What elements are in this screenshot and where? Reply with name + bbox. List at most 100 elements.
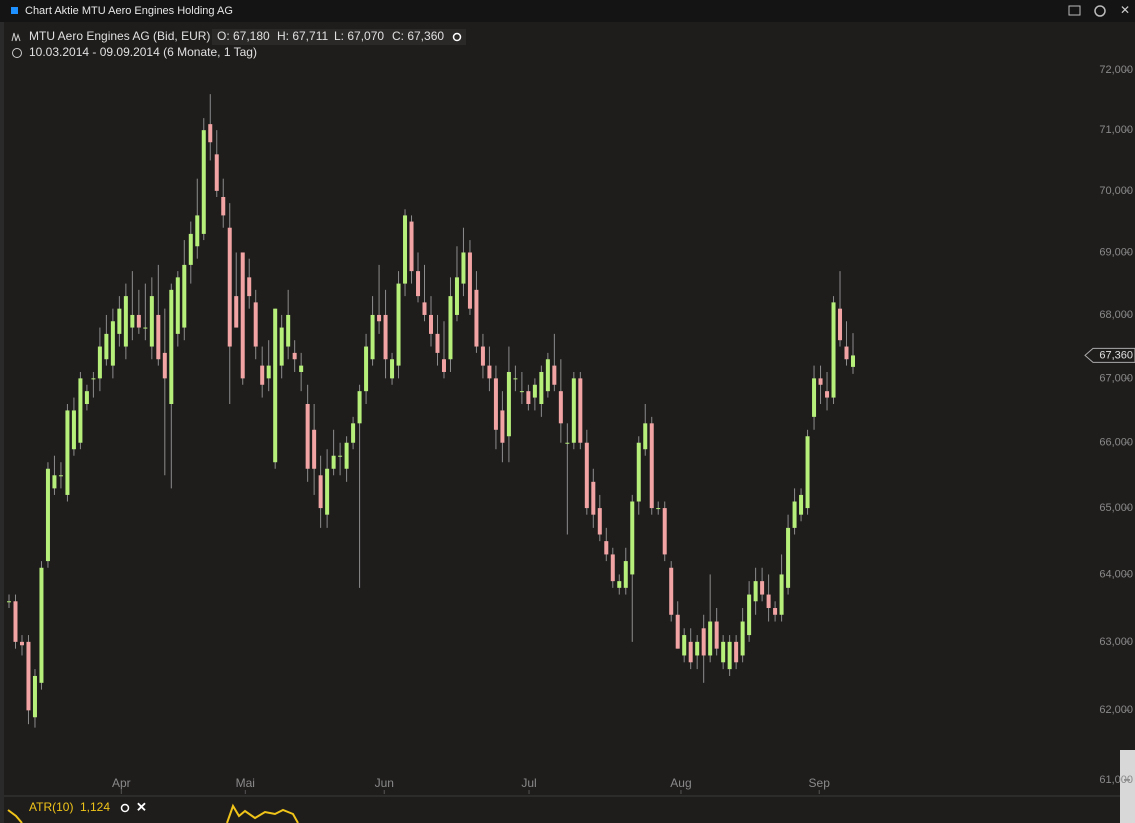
candle-body	[104, 333, 109, 360]
candle-body	[305, 403, 310, 469]
indicator-remove[interactable]: ✕	[136, 799, 147, 814]
y-tick-label: 64,000	[1099, 568, 1133, 580]
candle-body	[403, 215, 408, 284]
candle-body	[526, 391, 531, 404]
candle-body	[292, 352, 297, 360]
ohlc-low: L: 67,070	[334, 29, 384, 43]
candle-body	[649, 423, 654, 509]
clock-icon	[12, 48, 22, 58]
candle-body	[422, 302, 427, 315]
candle-body	[318, 475, 323, 509]
close-button[interactable]: ✕	[1120, 3, 1130, 17]
candle-body	[84, 391, 89, 404]
candle-body	[286, 314, 291, 347]
candle-body	[32, 675, 37, 718]
candle-body	[240, 252, 245, 379]
scrollbar[interactable]	[1120, 750, 1135, 823]
candle-body	[662, 508, 667, 555]
candle-body	[812, 378, 817, 417]
candle-body	[643, 423, 648, 450]
instrument-name: MTU Aero Engines AG (Bid, EUR)	[29, 29, 210, 43]
candle-body	[513, 378, 518, 380]
candle-body	[753, 581, 758, 602]
x-tick-label: Jun	[375, 776, 394, 790]
candle-body	[370, 314, 375, 360]
y-tick-label: 66,000	[1099, 437, 1133, 449]
candle-body	[188, 233, 193, 265]
candle-body	[266, 365, 271, 379]
left-border	[0, 22, 4, 823]
candle-body	[52, 475, 57, 489]
candle-body	[182, 264, 187, 328]
indicator-settings[interactable]	[120, 803, 130, 813]
y-tick-label: 71,000	[1099, 124, 1133, 136]
instrument-icon	[11, 32, 21, 42]
candle-body	[78, 378, 83, 443]
candle-body	[565, 442, 570, 444]
candle-body	[727, 641, 732, 670]
candle-body	[552, 365, 557, 385]
x-tick-label: Mai	[236, 776, 255, 790]
candle-body	[234, 296, 239, 328]
y-tick-label: 72,000	[1099, 64, 1133, 76]
ohlc-settings[interactable]	[452, 32, 462, 42]
candle-body	[474, 289, 479, 347]
candle-body	[721, 641, 726, 663]
ohlc-open: O: 67,180	[217, 29, 270, 43]
candle-body	[636, 442, 641, 502]
candle-body	[58, 475, 63, 477]
candle-body	[162, 352, 167, 379]
candle-body	[591, 481, 596, 515]
candle-body	[571, 378, 576, 443]
candle-body	[117, 308, 122, 334]
date-range: 10.03.2014 - 09.09.2014 (6 Monate, 1 Tag…	[29, 45, 257, 59]
candle-body	[454, 277, 459, 315]
candle-body	[818, 378, 823, 385]
window-buttons[interactable]: ✕	[1068, 3, 1130, 17]
candle-body	[805, 436, 810, 509]
y-tick-label: 68,000	[1099, 309, 1133, 321]
close-tag-label: 67,360	[1099, 349, 1133, 361]
candle-body	[480, 346, 485, 366]
candle-body	[500, 410, 505, 443]
candle-body	[299, 365, 304, 372]
y-tick-label: 62,000	[1099, 704, 1133, 716]
candle-body	[26, 641, 31, 711]
candle-body	[779, 574, 784, 615]
export-button[interactable]	[1068, 5, 1081, 16]
candle-body	[247, 277, 252, 297]
candle-body	[786, 527, 791, 588]
window-icon	[11, 7, 18, 14]
candle-body	[435, 333, 440, 353]
candle-body	[260, 365, 265, 385]
candle-body	[383, 314, 388, 360]
close-tag-shape	[1084, 347, 1135, 363]
plot-area: 61,000 62,000 63,000 64,000 65,000 66,000 67,0…	[7, 64, 1135, 794]
y-tick-label: 63,000	[1099, 636, 1133, 648]
candle-body	[467, 252, 472, 309]
candle-body	[136, 314, 141, 328]
candle-body	[630, 501, 635, 575]
candle-body	[7, 601, 11, 603]
indicator-value: 1,124	[80, 800, 110, 814]
candle-body	[312, 429, 317, 469]
y-tick-label: 67,000	[1099, 372, 1133, 384]
candle-body	[740, 621, 745, 656]
candle-body	[71, 410, 76, 450]
candle-body	[429, 314, 433, 334]
y-tick-label: 70,000	[1099, 185, 1133, 197]
candle-body	[273, 308, 278, 463]
candle-body	[506, 371, 511, 437]
candle-body	[351, 423, 356, 443]
settings-button[interactable]	[1094, 5, 1106, 17]
candle-body	[377, 314, 382, 322]
y-tick-label: 61,000	[1099, 774, 1133, 786]
candle-body	[331, 455, 336, 469]
candle-body	[13, 601, 18, 642]
candle-body	[623, 561, 628, 588]
candle-body	[617, 581, 622, 588]
candle-body	[149, 296, 154, 347]
